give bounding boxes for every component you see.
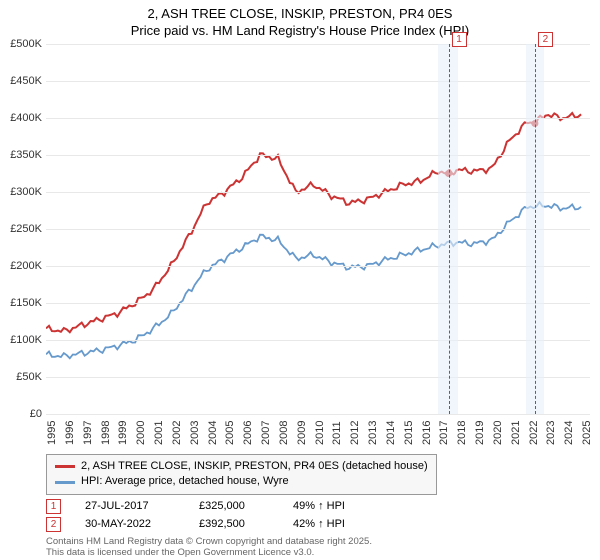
x-tick-label: 2015 — [403, 415, 415, 445]
x-tick-label: 2024 — [563, 415, 575, 445]
x-tick-label: 2009 — [296, 415, 308, 445]
y-tick-label: £300K — [2, 186, 42, 198]
x-tick-label: 2006 — [242, 415, 254, 445]
x-tick-label: 2005 — [224, 415, 236, 445]
gridline — [46, 192, 590, 193]
marker-label: 1 — [452, 32, 467, 47]
sale-row: 2 30-MAY-2022 £392,500 42% ↑ HPI — [46, 516, 383, 534]
series-line — [46, 113, 581, 332]
sale-marker: 2 — [46, 517, 61, 532]
x-tick-label: 1996 — [64, 415, 76, 445]
gridline — [46, 303, 590, 304]
marker-vline — [535, 44, 536, 414]
x-tick-label: 2021 — [510, 415, 522, 445]
gridline — [46, 155, 590, 156]
y-tick-label: £200K — [2, 260, 42, 272]
footer-line2: This data is licensed under the Open Gov… — [46, 547, 372, 558]
x-tick-label: 1999 — [117, 415, 129, 445]
x-tick-label: 2014 — [385, 415, 397, 445]
x-tick-label: 2007 — [260, 415, 272, 445]
legend-item: 2, ASH TREE CLOSE, INSKIP, PRESTON, PR4 … — [55, 459, 428, 474]
sales-table: 1 27-JUL-2017 £325,000 49% ↑ HPI 2 30-MAY-202… — [46, 498, 383, 533]
sale-price: £392,500 — [199, 516, 269, 534]
chart-container: 2, ASH TREE CLOSE, INSKIP, PRESTON, PR4 … — [0, 0, 600, 560]
x-tick-label: 2016 — [421, 415, 433, 445]
y-tick-label: £100K — [2, 334, 42, 346]
x-tick-label: 2002 — [171, 415, 183, 445]
series-line — [46, 202, 581, 358]
x-tick-label: 2017 — [438, 415, 450, 445]
x-tick-label: 2003 — [189, 415, 201, 445]
y-tick-label: £0 — [2, 408, 42, 420]
sale-marker: 1 — [46, 499, 61, 514]
x-tick-label: 2008 — [278, 415, 290, 445]
plot-area: £0£50K£100K£150K£200K£250K£300K£350K£400… — [46, 44, 590, 415]
gridline — [46, 340, 590, 341]
x-tick-label: 1997 — [82, 415, 94, 445]
gridline — [46, 377, 590, 378]
x-tick-label: 2023 — [545, 415, 557, 445]
gridline — [46, 118, 590, 119]
footer-line1: Contains HM Land Registry data © Crown c… — [46, 536, 372, 547]
x-tick-label: 1995 — [46, 415, 58, 445]
x-tick-label: 2010 — [314, 415, 326, 445]
y-tick-label: £400K — [2, 112, 42, 124]
gridline — [46, 81, 590, 82]
x-tick-label: 2022 — [528, 415, 540, 445]
sale-price: £325,000 — [199, 498, 269, 516]
gridline — [46, 229, 590, 230]
legend: 2, ASH TREE CLOSE, INSKIP, PRESTON, PR4 … — [46, 454, 437, 495]
x-tick-label: 2000 — [135, 415, 147, 445]
sale-pct: 42% ↑ HPI — [293, 516, 383, 534]
x-tick-label: 2018 — [456, 415, 468, 445]
gridline — [46, 266, 590, 267]
y-tick-label: £250K — [2, 223, 42, 235]
gridline — [46, 44, 590, 45]
y-tick-label: £50K — [2, 371, 42, 383]
x-tick-label: 2011 — [331, 415, 343, 445]
sale-pct: 49% ↑ HPI — [293, 498, 383, 516]
legend-swatch — [55, 465, 75, 468]
x-tick-label: 2020 — [492, 415, 504, 445]
sale-date: 30-MAY-2022 — [85, 516, 175, 534]
chart-title: 2, ASH TREE CLOSE, INSKIP, PRESTON, PR4 … — [0, 0, 600, 40]
sale-row: 1 27-JUL-2017 £325,000 49% ↑ HPI — [46, 498, 383, 516]
x-tick-label: 2013 — [367, 415, 379, 445]
marker-label: 2 — [538, 32, 553, 47]
title-line2: Price paid vs. HM Land Registry's House … — [0, 23, 600, 40]
y-tick-label: £350K — [2, 149, 42, 161]
x-tick-label: 2001 — [153, 415, 165, 445]
legend-swatch — [55, 481, 75, 484]
marker-vline — [449, 44, 450, 414]
footer-attribution: Contains HM Land Registry data © Crown c… — [46, 536, 372, 559]
y-tick-label: £500K — [2, 38, 42, 50]
sale-date: 27-JUL-2017 — [85, 498, 175, 516]
x-tick-label: 2025 — [581, 415, 593, 445]
x-tick-label: 2004 — [207, 415, 219, 445]
legend-item: HPI: Average price, detached house, Wyre — [55, 474, 428, 489]
legend-label: 2, ASH TREE CLOSE, INSKIP, PRESTON, PR4 … — [81, 459, 428, 474]
x-tick-label: 2012 — [349, 415, 361, 445]
y-tick-label: £150K — [2, 297, 42, 309]
x-tick-label: 2019 — [474, 415, 486, 445]
title-line1: 2, ASH TREE CLOSE, INSKIP, PRESTON, PR4 … — [0, 6, 600, 23]
legend-label: HPI: Average price, detached house, Wyre — [81, 474, 289, 489]
x-tick-label: 1998 — [100, 415, 112, 445]
y-tick-label: £450K — [2, 75, 42, 87]
